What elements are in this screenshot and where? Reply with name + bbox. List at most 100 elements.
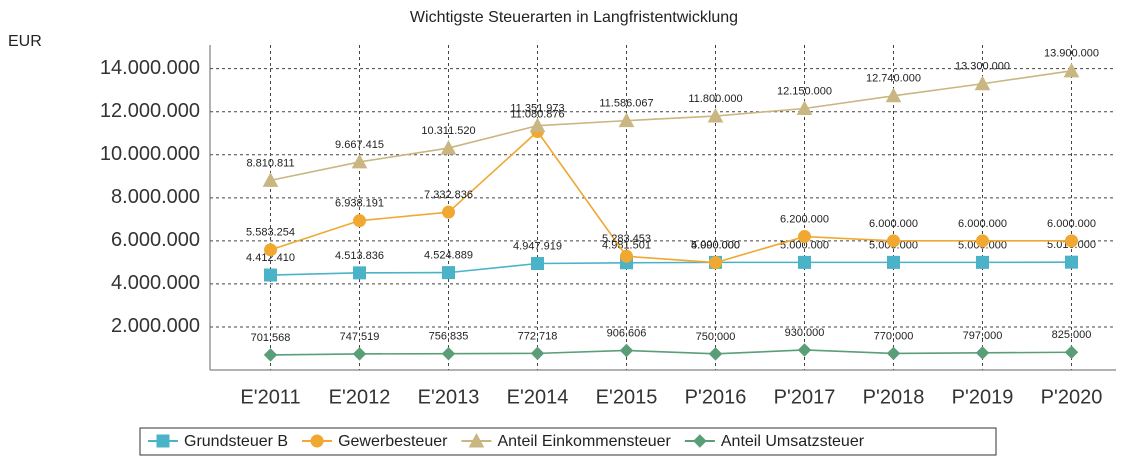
- data-point: [976, 255, 989, 269]
- value-label: 6.200.000: [780, 213, 829, 225]
- data-point: [887, 255, 900, 269]
- data-point: [974, 75, 991, 91]
- data-point: [353, 266, 366, 280]
- data-point: [264, 268, 277, 282]
- data-point: [885, 87, 902, 103]
- data-point: [351, 153, 368, 169]
- legend-label: Gewerbesteuer: [338, 433, 448, 450]
- value-label: 10.311.520: [421, 125, 475, 137]
- data-point: [797, 343, 812, 357]
- data-point: [707, 107, 724, 123]
- value-label: 6.000.000: [958, 218, 1007, 230]
- data-point: [442, 205, 455, 219]
- y-tick-label: 4.000.000: [111, 272, 200, 294]
- data-point: [887, 234, 900, 248]
- value-label: 5.283.453: [602, 233, 651, 245]
- y-tick-label: 12.000.000: [100, 100, 200, 122]
- data-point: [441, 347, 456, 361]
- x-tick-label: P'2020: [1041, 386, 1103, 408]
- data-point: [796, 100, 813, 115]
- data-point: [1063, 62, 1080, 78]
- value-label: 4.947.919: [513, 240, 562, 252]
- series-line: [270, 349, 1072, 356]
- data-point: [886, 346, 901, 361]
- value-label: 5.000.000: [691, 239, 740, 251]
- value-label: 4.513.836: [335, 250, 384, 262]
- data-point: [264, 243, 277, 257]
- data-point: [798, 255, 811, 269]
- value-label: 4.981.501: [602, 240, 651, 252]
- legend-marker: [468, 432, 485, 448]
- legend-marker: [156, 434, 170, 448]
- data-point: [352, 347, 367, 361]
- x-tick-label: E'2012: [329, 386, 391, 408]
- data-point: [618, 112, 635, 128]
- value-label: 4.524.889: [424, 250, 473, 262]
- legend-box: [139, 427, 997, 456]
- data-point: [530, 346, 545, 361]
- data-point: [976, 234, 989, 248]
- x-tick-label: E'2015: [596, 386, 658, 408]
- legend-label: Grundsteuer B: [184, 433, 288, 450]
- series-line: [270, 70, 1072, 182]
- legend-label: Anteil Einkommensteuer: [497, 433, 671, 450]
- value-label: 8.810.811: [246, 157, 294, 169]
- y-tick-label: 10.000.000: [100, 143, 200, 165]
- value-label: 4.990.000: [691, 240, 740, 252]
- x-tick-label: P'2017: [774, 386, 836, 408]
- data-point: [1065, 234, 1078, 248]
- value-label: 11.800.000: [688, 93, 742, 105]
- data-point: [262, 172, 279, 187]
- y-tick-label: 8.000.000: [111, 186, 200, 208]
- data-point: [709, 256, 722, 270]
- data-point: [620, 249, 633, 263]
- data-point: [442, 266, 455, 280]
- data-point: [798, 230, 811, 244]
- x-tick-label: P'2018: [863, 386, 925, 408]
- value-label: 825.000: [1052, 329, 1092, 341]
- chart-title: Wichtigste Steuerarten in Langfristentwi…: [410, 9, 738, 26]
- value-label: 750.000: [696, 331, 736, 343]
- data-point: [975, 346, 990, 360]
- value-label: 4.412.410: [246, 252, 295, 264]
- value-label: 797.000: [963, 330, 1003, 342]
- data-point: [529, 117, 546, 133]
- value-label: 6.000.000: [869, 218, 918, 230]
- value-label: 12.740.000: [866, 73, 921, 85]
- value-label: 13.900.000: [1044, 48, 1099, 60]
- data-point: [1064, 345, 1079, 359]
- value-label: 11.351.973: [510, 103, 564, 115]
- y-tick-label: 14.000.000: [100, 57, 200, 79]
- data-point: [619, 343, 634, 358]
- y-axis-label: EUR: [8, 33, 42, 50]
- data-point: [353, 214, 366, 228]
- value-label: 11.586.067: [599, 98, 653, 110]
- data-point: [440, 140, 457, 155]
- data-point: [263, 348, 278, 362]
- data-point: [1065, 255, 1078, 269]
- data-point: [708, 347, 723, 361]
- legend-label: Anteil Umsatzsteuer: [721, 433, 865, 450]
- series-line: [270, 130, 1072, 264]
- series-line: [270, 261, 1072, 276]
- value-label: 6.000.000: [1047, 218, 1096, 230]
- x-tick-label: P'2019: [952, 386, 1014, 408]
- legend-marker: [693, 434, 707, 448]
- x-tick-label: P'2016: [685, 386, 747, 408]
- value-label: 770.000: [874, 330, 914, 342]
- value-label: 5.000.000: [780, 239, 829, 251]
- value-label: 701.568: [251, 332, 291, 344]
- value-label: 13.300.000: [955, 61, 1010, 73]
- value-label: 9.667.415: [335, 139, 384, 151]
- x-tick-label: E'2014: [507, 386, 569, 408]
- data-point: [531, 257, 544, 271]
- value-label: 12.150.000: [777, 85, 832, 97]
- value-label: 747.519: [340, 331, 380, 343]
- value-label: 930.000: [785, 327, 825, 339]
- x-tick-label: E'2013: [418, 386, 480, 408]
- y-tick-label: 2.000.000: [111, 315, 200, 337]
- y-tick-label: 6.000.000: [111, 229, 200, 251]
- value-label: 6.938.191: [335, 198, 384, 210]
- value-label: 5.583.254: [246, 227, 295, 239]
